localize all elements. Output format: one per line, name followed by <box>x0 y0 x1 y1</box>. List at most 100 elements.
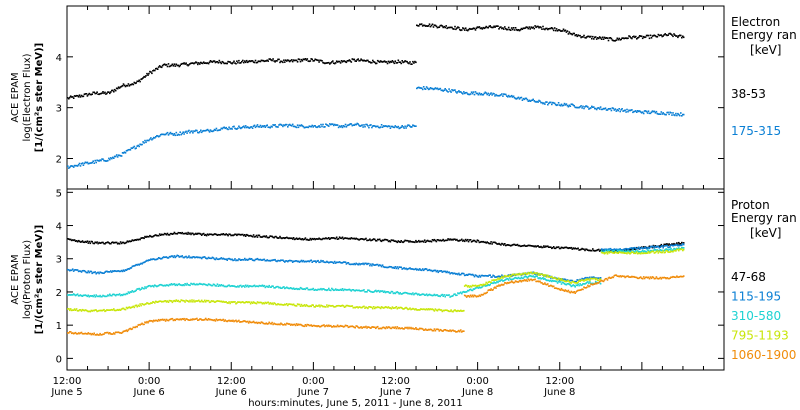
xtick-time-label: 12:00 <box>217 376 246 387</box>
data-point <box>210 300 213 302</box>
data-point <box>217 62 220 64</box>
data-point <box>649 246 652 248</box>
data-point <box>74 240 77 242</box>
data-point <box>226 233 228 236</box>
data-point <box>239 258 241 261</box>
data-point <box>418 309 420 311</box>
data-point <box>667 246 669 249</box>
data-point <box>527 271 530 274</box>
data-point <box>262 302 265 304</box>
data-point <box>241 126 243 129</box>
data-point <box>102 241 104 244</box>
data-point <box>283 260 285 262</box>
data-point <box>362 289 364 292</box>
data-point <box>502 284 504 286</box>
data-point <box>548 246 550 248</box>
data-point <box>584 287 586 289</box>
data-point <box>456 310 458 313</box>
data-point <box>680 243 682 245</box>
data-point <box>351 263 354 265</box>
data-point <box>483 275 486 277</box>
data-point <box>294 324 297 327</box>
data-point <box>330 237 332 240</box>
data-point <box>266 285 268 288</box>
data-point <box>430 240 433 243</box>
data-point <box>536 275 538 278</box>
data-point <box>186 132 188 134</box>
data-point <box>352 58 355 61</box>
data-point <box>131 265 134 268</box>
data-point <box>321 260 323 263</box>
data-point <box>190 62 192 65</box>
data-point <box>253 284 256 287</box>
data-point <box>507 244 510 246</box>
data-point <box>116 331 119 334</box>
data-point <box>396 307 399 310</box>
data-point <box>565 280 568 283</box>
data-point <box>136 80 138 83</box>
data-point <box>613 274 616 277</box>
data-point <box>192 318 194 320</box>
data-point <box>357 58 359 60</box>
data-point <box>291 123 294 126</box>
data-point <box>475 286 478 289</box>
data-point <box>188 301 190 303</box>
data-point <box>95 242 97 244</box>
data-point <box>202 61 205 63</box>
data-point <box>358 239 360 241</box>
data-point <box>434 24 437 27</box>
data-point <box>179 255 181 258</box>
data-point <box>620 251 622 254</box>
data-point <box>437 295 440 297</box>
data-point <box>554 29 557 32</box>
data-point <box>310 305 312 308</box>
data-point <box>254 258 257 261</box>
data-point <box>155 258 157 261</box>
data-point <box>325 237 327 239</box>
data-point <box>466 274 469 276</box>
data-point <box>566 30 569 32</box>
data-point <box>137 144 139 147</box>
data-point <box>212 283 215 286</box>
data-point <box>526 277 529 279</box>
data-point <box>200 131 203 134</box>
data-point <box>308 239 311 241</box>
data-point <box>514 280 517 282</box>
data-point <box>608 37 611 39</box>
data-point <box>304 126 307 129</box>
data-point <box>541 282 543 284</box>
data-point <box>353 326 356 329</box>
data-point <box>422 24 425 27</box>
data-point <box>620 250 622 252</box>
data-point <box>372 238 374 241</box>
data-point <box>210 233 213 236</box>
data-point <box>96 310 98 313</box>
data-point <box>596 277 599 280</box>
data-point <box>444 270 446 273</box>
data-point <box>313 59 315 62</box>
data-point <box>419 308 422 310</box>
data-point <box>600 108 603 111</box>
data-point <box>280 287 282 289</box>
data-point <box>191 319 193 321</box>
data-point <box>677 244 679 247</box>
data-point <box>93 242 95 245</box>
data-point <box>671 276 673 279</box>
data-point <box>528 244 531 247</box>
data-point <box>193 62 195 65</box>
data-point <box>568 283 571 286</box>
data-point <box>115 331 118 334</box>
data-point <box>476 295 479 297</box>
data-point <box>191 299 193 301</box>
data-point <box>112 333 114 335</box>
data-point <box>410 268 412 270</box>
data-point <box>573 291 575 293</box>
data-point <box>154 258 156 261</box>
data-point <box>474 91 477 93</box>
data-point <box>340 325 343 327</box>
data-point <box>279 235 281 238</box>
data-point <box>654 251 657 254</box>
data-point <box>648 247 651 250</box>
data-point <box>89 270 92 273</box>
data-point <box>571 279 574 282</box>
